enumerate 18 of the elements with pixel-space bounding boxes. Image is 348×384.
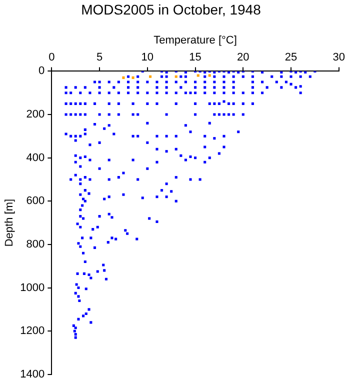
y-tick-label: 1000 — [20, 282, 45, 294]
y-axis-title: Depth [m] — [4, 198, 16, 247]
y-tick-label: 200 — [26, 108, 45, 121]
x-tick-label: 30 — [332, 52, 346, 64]
y-tick-label: 1200 — [20, 325, 45, 338]
y-tick-label: 0 — [38, 65, 45, 78]
y-tick-label: 600 — [26, 195, 45, 208]
y-tick-label: 400 — [26, 152, 45, 164]
x-tick-label: 25 — [284, 52, 298, 64]
chart-title: MODS2005 in October, 1948 — [81, 1, 262, 18]
x-axis-title: Temperature [°C] — [154, 34, 237, 46]
x-tick-label: 15 — [189, 52, 202, 64]
x-tick-label: 0 — [48, 52, 55, 64]
y-tick-label: 1400 — [20, 368, 45, 380]
x-tick-label: 5 — [96, 52, 103, 64]
x-tick-label: 10 — [141, 52, 154, 64]
y-tick-label: 800 — [26, 238, 45, 250]
x-tick-label: 20 — [237, 52, 250, 64]
